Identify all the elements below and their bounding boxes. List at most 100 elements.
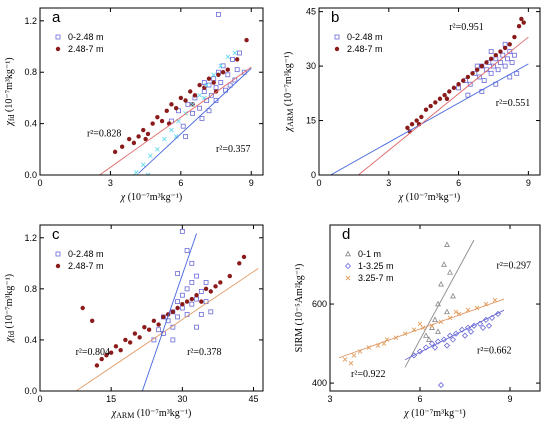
data-point: [470, 322, 478, 329]
data-point: [440, 336, 448, 343]
legend-entry: 0-2.48 m: [68, 32, 104, 42]
legend: 0-2.48 m 2.48-7 m: [55, 249, 104, 271]
legend-entry: 0-1 m: [358, 249, 381, 259]
data-point: [348, 361, 354, 366]
data-point: [136, 134, 141, 139]
data-point: [201, 80, 207, 85]
data-point: [241, 69, 247, 75]
legend-marker: [345, 275, 351, 281]
data-point: [199, 116, 205, 121]
data-point: [225, 54, 231, 60]
data-point: [488, 49, 494, 54]
data-point: [442, 92, 447, 98]
data-point: [194, 293, 199, 298]
data-point: [423, 332, 429, 338]
x-tick-label: 6: [178, 178, 183, 188]
data-point: [505, 56, 510, 62]
data-point: [119, 144, 125, 149]
data-point: [342, 357, 348, 362]
r2-annotation: r²=0.297: [497, 260, 531, 271]
x-axis-label: χ (10⁻⁷m³kg⁻¹): [120, 192, 182, 203]
data-point: [495, 67, 501, 73]
y-tick-label: 45: [306, 7, 316, 17]
y-axis-symbol: χ: [4, 337, 15, 343]
legend: 0-1 m 1-3.25 m 3.25-7 m: [344, 249, 394, 283]
data-point: [500, 52, 506, 58]
data-point: [465, 74, 471, 80]
data-point: [173, 106, 179, 111]
r2-annotation: r²=0.378: [187, 347, 221, 358]
x-axis-label: χ (10⁻⁷m³kg⁻¹): [403, 408, 465, 419]
data-point: [446, 332, 454, 339]
data-point: [234, 57, 240, 62]
legend-entry: 1-3.25 m: [358, 261, 394, 271]
data-point: [479, 324, 487, 331]
data-point: [409, 121, 415, 127]
r2-annotation: r²=0.951: [449, 22, 483, 33]
data-point: [512, 52, 517, 58]
data-point: [491, 63, 496, 69]
data-point: [184, 299, 190, 304]
data-point: [456, 85, 461, 91]
data-point: [142, 324, 147, 330]
y-tick-label: 0.4: [24, 119, 37, 129]
data-point: [80, 305, 85, 311]
data-point: [164, 108, 169, 113]
legend-marker: [55, 46, 61, 52]
data-point: [194, 296, 199, 302]
data-point: [190, 110, 195, 116]
data-point: [444, 241, 450, 247]
fit-line: [404, 309, 505, 361]
data-point: [241, 254, 247, 260]
plot-frame: [39, 224, 264, 392]
data-point: [225, 67, 230, 72]
data-point: [162, 136, 167, 142]
data-point: [148, 153, 153, 159]
y-tick-label: 600: [312, 299, 327, 309]
x-tick-label: 9: [526, 178, 531, 188]
data-point: [452, 330, 460, 337]
data-point: [197, 93, 202, 98]
data-point: [507, 49, 513, 54]
data-point: [173, 134, 179, 139]
data-point: [188, 89, 193, 94]
data-point: [175, 299, 180, 305]
data-point: [211, 80, 216, 85]
data-point: [218, 80, 224, 85]
y-tick-label: 400: [312, 378, 327, 388]
y-axis-units: (10⁻⁷m³kg⁻¹): [4, 274, 15, 328]
data-point: [502, 63, 508, 69]
data-point: [131, 140, 137, 146]
data-point: [417, 321, 423, 327]
data-point: [514, 70, 520, 76]
data-point: [179, 228, 185, 234]
panel-d: 3 6 9 400 600 d χ (10⁻⁷m³kg⁻¹) SIRM (10⁻⁵Am²kg⁻…: [294, 224, 541, 419]
plot-area: [330, 16, 529, 175]
legend: 0-2.48 m 2.48-7 m: [334, 32, 383, 54]
data-point: [197, 105, 203, 111]
data-point: [215, 12, 221, 17]
r2-annotation: r²=0.828: [87, 128, 121, 139]
data-point: [498, 60, 503, 65]
y-tick-label: 1.2: [24, 16, 37, 26]
y-axis-subscript: fd: [7, 331, 16, 338]
y-axis-symbol: χ: [283, 126, 294, 132]
data-point: [161, 314, 166, 320]
plot-area: [98, 12, 252, 175]
data-point: [220, 70, 226, 75]
data-point: [213, 85, 219, 91]
y-axis-subscript: fd: [7, 114, 16, 121]
legend-marker: [344, 262, 352, 270]
data-point: [183, 134, 188, 139]
data-point: [470, 71, 475, 76]
data-point: [507, 74, 513, 80]
data-point: [150, 121, 155, 126]
data-point: [183, 98, 188, 103]
data-point: [211, 76, 217, 82]
legend-entry: 2.48-7 m: [68, 261, 104, 271]
data-point: [502, 45, 508, 51]
series-0: [169, 12, 247, 139]
data-point: [123, 337, 128, 343]
